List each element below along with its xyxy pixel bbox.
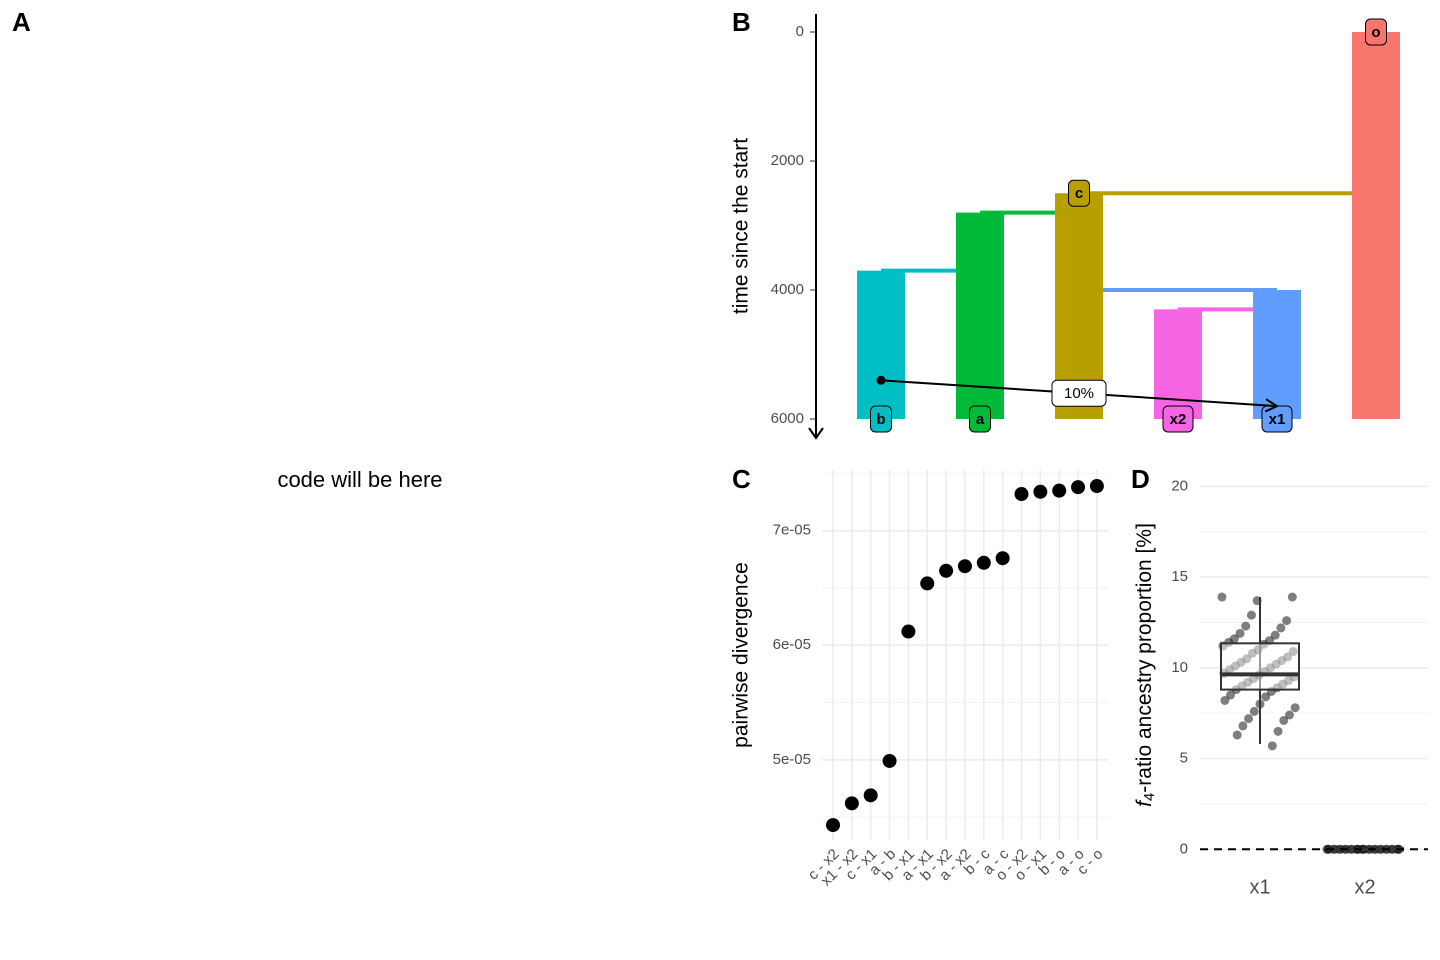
point — [1249, 706, 1259, 716]
y-axis-title-rest: -ratio ancestry proportion [%] — [1133, 523, 1156, 793]
population-bar — [956, 212, 1004, 419]
population-label: x1 — [1269, 411, 1286, 428]
gene-flow-label-box — [1051, 379, 1107, 407]
y-tick-label: 7e-05 — [773, 522, 811, 539]
point — [939, 563, 954, 578]
point — [1261, 692, 1271, 702]
population-label: c — [1075, 185, 1083, 202]
point — [1284, 710, 1294, 720]
point — [1217, 592, 1227, 602]
point — [1279, 715, 1289, 725]
y-tick-label: 15 — [1171, 568, 1188, 585]
point — [1273, 726, 1283, 736]
population-label: a — [976, 411, 985, 428]
point — [1235, 628, 1245, 638]
x-tick-label: x1 — [1249, 876, 1270, 898]
y-tick-label: 6000 — [771, 410, 804, 427]
population-bar — [1352, 32, 1400, 419]
population-label-box — [1068, 179, 1090, 207]
point — [1220, 695, 1230, 705]
point — [882, 753, 897, 768]
point — [1238, 721, 1248, 731]
y-axis-title: f4-ratio ancestry proportion [%] — [1133, 523, 1158, 807]
gene-flow-label: 10% — [1064, 385, 1094, 402]
point — [1276, 623, 1286, 633]
point — [1241, 621, 1251, 631]
x-tick-label: x2 — [1354, 876, 1375, 898]
y-tick-label: 20 — [1171, 477, 1188, 494]
population-label: x2 — [1170, 411, 1187, 428]
point — [1232, 730, 1242, 740]
gene-flow-arrowhead — [1264, 398, 1280, 413]
population-label: o — [1371, 24, 1380, 41]
point — [1270, 630, 1280, 640]
point — [844, 796, 859, 811]
point — [1071, 480, 1086, 495]
y-tick-label: 4000 — [771, 281, 804, 298]
population-label-box — [1365, 18, 1387, 46]
point — [826, 818, 840, 833]
panel-label: D — [1131, 464, 1150, 494]
point — [1267, 741, 1277, 751]
point — [863, 788, 878, 803]
point — [995, 551, 1010, 566]
y-tick-label: 5e-05 — [773, 751, 811, 768]
panel-label: C — [732, 464, 751, 494]
y-axis-title: time since the start — [730, 138, 753, 314]
y-axis-title: pairwise divergence — [730, 562, 753, 748]
y-tick-label: 0 — [796, 23, 804, 40]
point — [1246, 610, 1256, 620]
placeholder-text: code will be here — [277, 467, 442, 492]
y-tick-label: 10 — [1171, 659, 1188, 676]
point — [1014, 487, 1029, 502]
axis-arrow — [808, 427, 824, 440]
y-tick-label: 5 — [1180, 750, 1188, 767]
point — [920, 576, 935, 591]
population-label-box — [969, 405, 991, 433]
y-axis-title-subscript: 4 — [1141, 793, 1158, 801]
point — [1226, 690, 1236, 700]
point — [1033, 484, 1048, 499]
point — [1282, 616, 1292, 626]
panel-label: A — [12, 7, 31, 37]
point — [957, 559, 972, 574]
gene-flow-origin — [876, 375, 886, 385]
population-label-box — [1162, 405, 1194, 433]
point — [1290, 703, 1300, 713]
population-bar — [1253, 290, 1301, 419]
y-tick-label: 0 — [1180, 840, 1188, 857]
point — [901, 624, 916, 639]
point — [976, 555, 991, 570]
y-tick-label: 6e-05 — [773, 636, 811, 653]
population-bar — [857, 270, 905, 419]
population-label: b — [876, 411, 885, 428]
point — [1052, 483, 1067, 498]
panel-label: B — [732, 7, 751, 37]
y-tick-label: 2000 — [771, 152, 804, 169]
point — [1244, 714, 1254, 724]
population-label-box — [870, 405, 892, 433]
y-axis-title-italic: f — [1133, 799, 1156, 807]
population-bar — [1154, 309, 1202, 419]
point — [1287, 592, 1297, 602]
point — [1089, 479, 1104, 494]
box — [1220, 642, 1300, 691]
